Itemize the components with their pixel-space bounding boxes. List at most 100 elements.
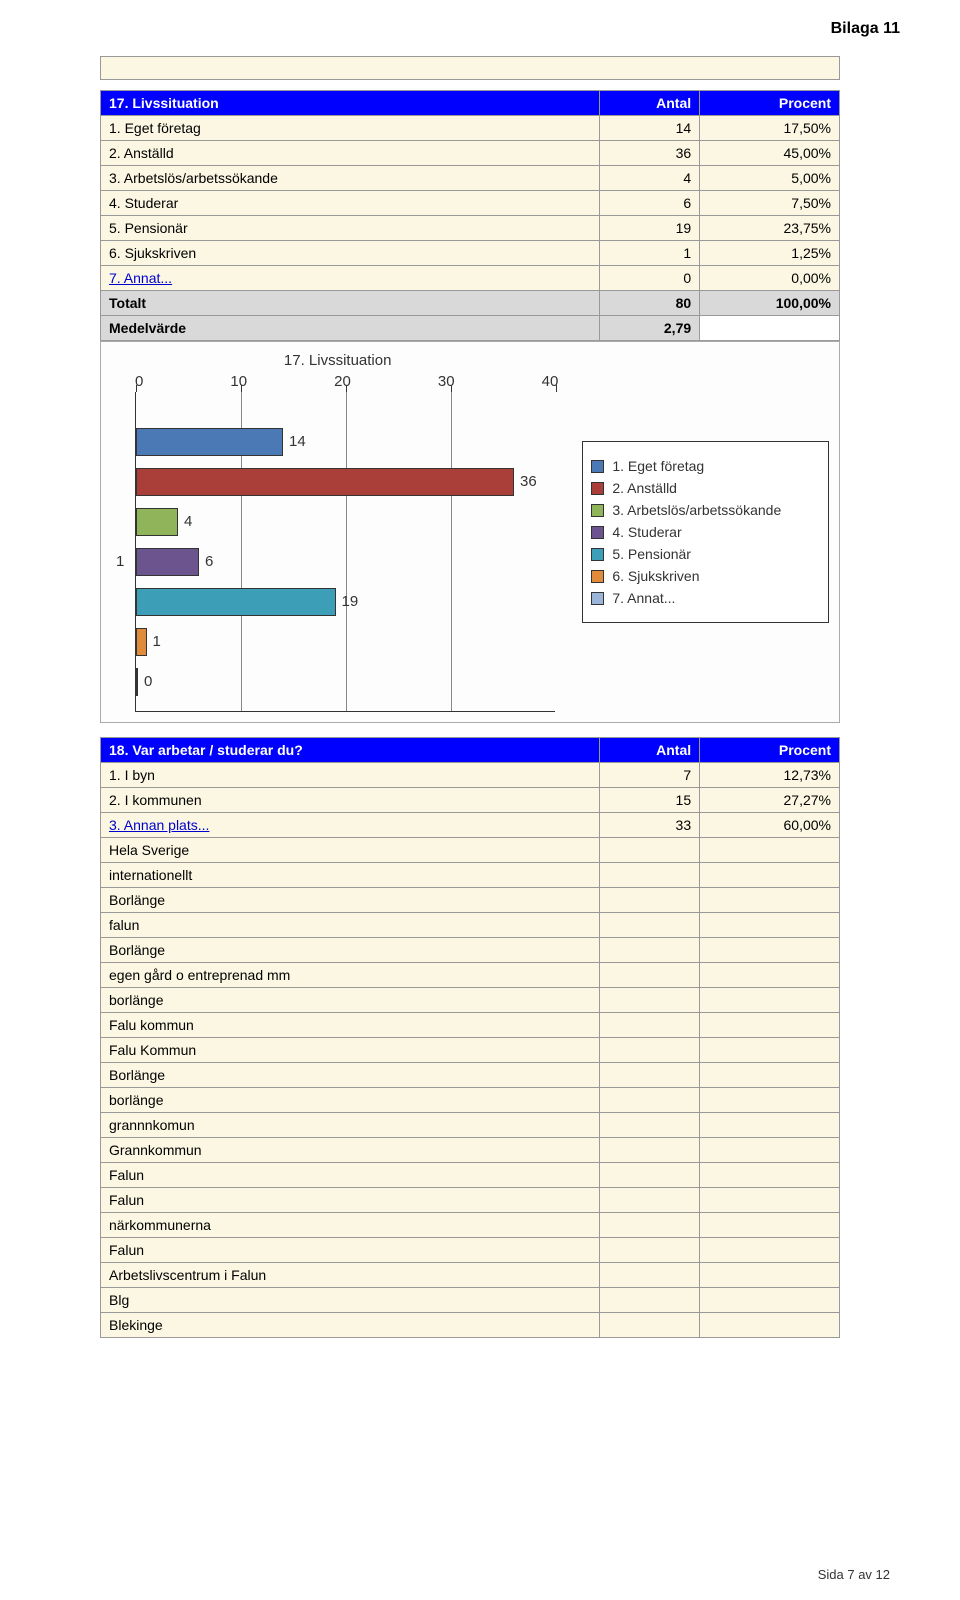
row-antal: 0 bbox=[600, 266, 700, 291]
annan-plats-link[interactable]: 3. Annan plats... bbox=[109, 817, 209, 833]
annat-link[interactable]: 7. Annat... bbox=[109, 270, 172, 286]
row-pct bbox=[700, 1263, 840, 1288]
row-label: Borlänge bbox=[101, 938, 600, 963]
row-antal bbox=[600, 1263, 700, 1288]
legend-swatch bbox=[591, 548, 604, 561]
legend-swatch bbox=[591, 526, 604, 539]
row-antal: 14 bbox=[600, 116, 700, 141]
axis-tick-label: 20 bbox=[334, 373, 351, 390]
page-footer: Sida 7 av 12 bbox=[818, 1567, 890, 1582]
bar-value-label: 19 bbox=[342, 593, 359, 610]
table-row: 3. Annan plats... 33 60,00% bbox=[101, 813, 840, 838]
row-pct: 7,50% bbox=[700, 191, 840, 216]
row-label: borlänge bbox=[101, 1088, 600, 1113]
empty-cream-bar bbox=[100, 56, 840, 80]
legend-swatch bbox=[591, 482, 604, 495]
row-pct bbox=[700, 888, 840, 913]
chart-bar bbox=[136, 508, 178, 536]
table-row: Blekinge bbox=[101, 1313, 840, 1338]
row-antal bbox=[600, 988, 700, 1013]
row-pct bbox=[700, 913, 840, 938]
table-row: Falun bbox=[101, 1238, 840, 1263]
row-label: 3. Arbetslös/arbetssökande bbox=[101, 166, 600, 191]
row-pct bbox=[700, 838, 840, 863]
row-pct: 5,00% bbox=[700, 166, 840, 191]
bar-value-label: 14 bbox=[289, 433, 306, 450]
legend-swatch bbox=[591, 504, 604, 517]
table-row: Falu kommun bbox=[101, 1013, 840, 1038]
medel-val: 2,79 bbox=[600, 316, 700, 341]
legend-label: 3. Arbetslös/arbetssökande bbox=[612, 502, 781, 518]
table-18-arbetar: 18. Var arbetar / studerar du? Antal Pro… bbox=[100, 737, 840, 1338]
axis-tick bbox=[556, 385, 558, 392]
table-row: Arbetslivscentrum i Falun bbox=[101, 1263, 840, 1288]
row-antal bbox=[600, 838, 700, 863]
table-18-title: 18. Var arbetar / studerar du? bbox=[101, 738, 600, 763]
chart-x-axis-labels: 0 10 20 30 40 bbox=[111, 373, 564, 390]
row-label: Borlänge bbox=[101, 888, 600, 913]
bar-value-label: 36 bbox=[520, 473, 537, 490]
legend-item: 2. Anställd bbox=[591, 480, 820, 496]
col-procent: Procent bbox=[700, 91, 840, 116]
table-row: 3. Arbetslös/arbetssökande 4 5,00% bbox=[101, 166, 840, 191]
row-antal bbox=[600, 938, 700, 963]
row-label: egen gård o entreprenad mm bbox=[101, 963, 600, 988]
axis-tick bbox=[451, 385, 453, 392]
row-antal: 15 bbox=[600, 788, 700, 813]
row-pct: 0,00% bbox=[700, 266, 840, 291]
legend-item: 4. Studerar bbox=[591, 524, 820, 540]
table-total: Totalt 80 100,00% bbox=[101, 291, 840, 316]
legend-item: 1. Eget företag bbox=[591, 458, 820, 474]
row-pct bbox=[700, 1063, 840, 1088]
row-pct: 1,25% bbox=[700, 241, 840, 266]
row-pct bbox=[700, 863, 840, 888]
row-antal bbox=[600, 1213, 700, 1238]
row-antal: 4 bbox=[600, 166, 700, 191]
medel-label: Medelvärde bbox=[101, 316, 600, 341]
chart-bar bbox=[136, 668, 138, 696]
row-pct bbox=[700, 1138, 840, 1163]
bar-value-label: 4 bbox=[184, 513, 192, 530]
row-label: 2. I kommunen bbox=[101, 788, 600, 813]
row-pct: 27,27% bbox=[700, 788, 840, 813]
legend-swatch bbox=[591, 460, 604, 473]
table-row: grannnkomun bbox=[101, 1113, 840, 1138]
total-label: Totalt bbox=[101, 291, 600, 316]
table-row: Borlänge bbox=[101, 938, 840, 963]
row-label: Hela Sverige bbox=[101, 838, 600, 863]
table-row: borlänge bbox=[101, 988, 840, 1013]
row-label-link[interactable]: 7. Annat... bbox=[101, 266, 600, 291]
table-17-title: 17. Livssituation bbox=[101, 91, 600, 116]
row-pct bbox=[700, 938, 840, 963]
row-antal: 19 bbox=[600, 216, 700, 241]
row-pct bbox=[700, 1163, 840, 1188]
grid-line bbox=[346, 392, 347, 711]
chart-plot-column: 17. Livssituation 0 10 20 30 40 14364611… bbox=[111, 352, 564, 712]
bar-value-label: 6 bbox=[205, 553, 213, 570]
row-antal bbox=[600, 1288, 700, 1313]
legend-label: 6. Sjukskriven bbox=[612, 568, 699, 584]
row-pct bbox=[700, 1313, 840, 1338]
row-pct: 45,00% bbox=[700, 141, 840, 166]
table-row: borlänge bbox=[101, 1088, 840, 1113]
table-row: 1. I byn 7 12,73% bbox=[101, 763, 840, 788]
row-label: grannnkomun bbox=[101, 1113, 600, 1138]
row-antal bbox=[600, 863, 700, 888]
row-pct bbox=[700, 1088, 840, 1113]
row-antal bbox=[600, 1038, 700, 1063]
row-pct bbox=[700, 1113, 840, 1138]
row-antal bbox=[600, 1063, 700, 1088]
row-label: 1. I byn bbox=[101, 763, 600, 788]
chart-legend: 1. Eget företag 2. Anställd 3. Arbetslös/a… bbox=[582, 441, 829, 623]
col-procent: Procent bbox=[700, 738, 840, 763]
row-pct bbox=[700, 1038, 840, 1063]
row-label-link[interactable]: 3. Annan plats... bbox=[101, 813, 600, 838]
legend-item: 6. Sjukskriven bbox=[591, 568, 820, 584]
col-antal: Antal bbox=[600, 738, 700, 763]
row-label: Borlänge bbox=[101, 1063, 600, 1088]
row-label: Falun bbox=[101, 1238, 600, 1263]
row-pct: 17,50% bbox=[700, 116, 840, 141]
row-pct bbox=[700, 963, 840, 988]
row-pct bbox=[700, 1188, 840, 1213]
table-row: 2. Anställd 36 45,00% bbox=[101, 141, 840, 166]
